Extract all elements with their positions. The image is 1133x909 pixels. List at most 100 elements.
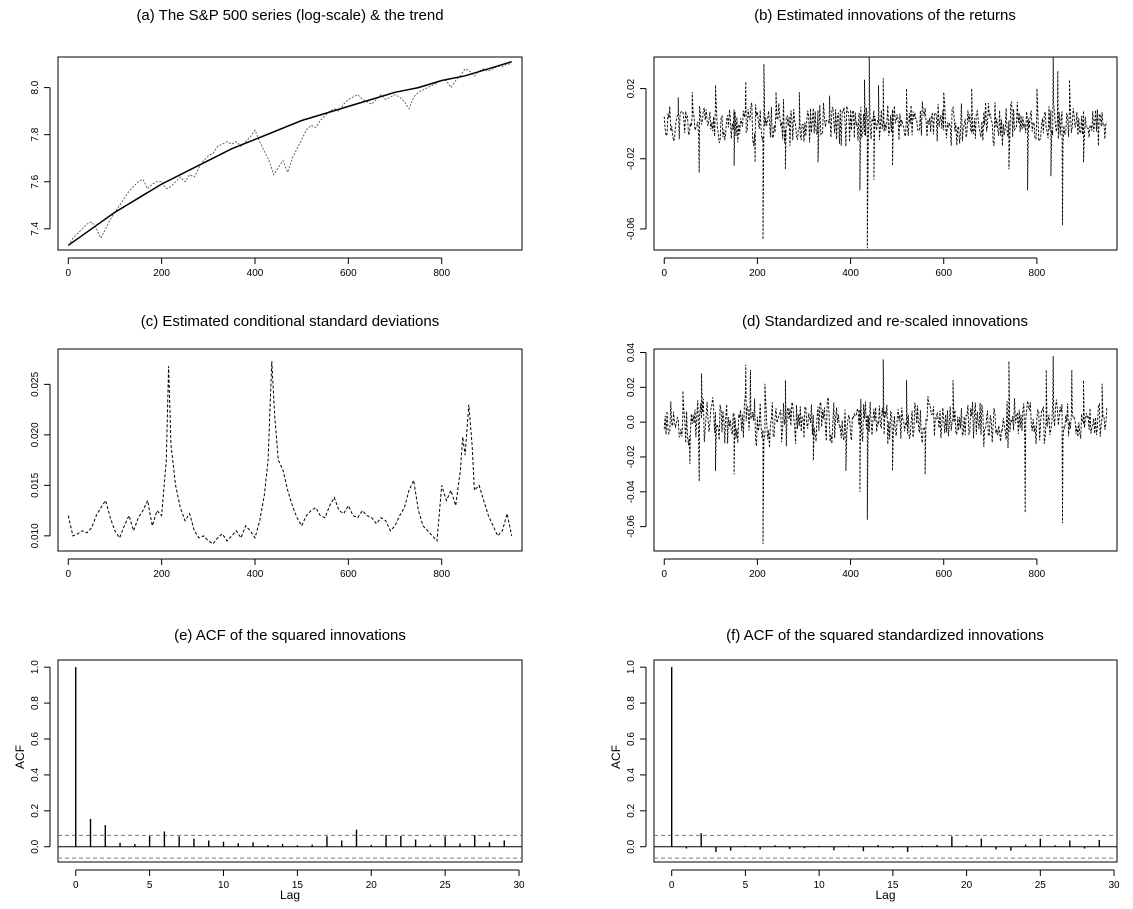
y-tick-label: 0.4 xyxy=(30,768,41,782)
plot-area xyxy=(58,667,522,859)
plot-frame xyxy=(57,659,523,863)
y-axis-label: ACF xyxy=(609,745,623,769)
x-tick-label: 400 xyxy=(842,268,859,279)
plot-area xyxy=(67,361,513,545)
chart-panel-e: (e) ACF of the squared innovations 0 5 10 15… xyxy=(13,627,525,902)
y-tick-label: -0.06 xyxy=(626,217,637,240)
y-tick-label: 0.020 xyxy=(30,422,41,447)
series-line-1 xyxy=(663,355,1108,545)
y-axis: 7.4 7.6 7.8 8.0 xyxy=(30,80,51,236)
x-axis: 0 5 10 15 20 25 30 xyxy=(73,869,525,891)
y-tick-label: 0.04 xyxy=(626,342,637,362)
y-tick-label: -0.02 xyxy=(626,445,637,468)
x-tick-label: 0 xyxy=(661,268,667,279)
x-tick-label: 5 xyxy=(743,880,749,891)
plot-area xyxy=(663,355,1108,545)
y-tick-label: 0.025 xyxy=(30,371,41,396)
series-line-1 xyxy=(67,63,512,246)
x-tick-label: 600 xyxy=(935,268,952,279)
x-axis-label: Lag xyxy=(280,888,300,902)
x-tick-label: 800 xyxy=(1029,569,1046,580)
plot-frame xyxy=(57,56,523,251)
y-tick-label: 8.0 xyxy=(30,80,41,94)
chart-panel-d: (d) Standardized and re-scaled innovatio… xyxy=(626,313,1118,580)
x-tick-label: 15 xyxy=(887,880,899,891)
y-tick-label: 0.0 xyxy=(626,839,637,853)
x-axis: 0 200 400 600 800 xyxy=(65,558,450,580)
chart-panel-f: (f) ACF of the squared standardized inno… xyxy=(609,627,1120,902)
y-tick-label: 7.4 xyxy=(30,221,41,235)
x-tick-label: 600 xyxy=(340,569,357,580)
series-line-1 xyxy=(67,361,513,545)
y-tick-label: -0.06 xyxy=(626,515,637,538)
x-tick-label: 0 xyxy=(669,880,675,891)
y-tick-label: 0.010 xyxy=(30,523,41,548)
x-tick-label: 0 xyxy=(65,268,71,279)
x-tick-label: 400 xyxy=(842,569,859,580)
series-line-1 xyxy=(663,57,1108,249)
y-tick-label: 1.0 xyxy=(30,660,41,674)
plot-frame xyxy=(57,348,523,552)
x-tick-label: 0 xyxy=(73,880,79,891)
plot-frame xyxy=(653,56,1118,251)
chart-title: (b) Estimated innovations of the returns xyxy=(754,7,1016,24)
y-axis: -0.06 -0.04 -0.02 0.0 0.02 0.04 xyxy=(626,342,647,538)
y-tick-label: 0.0 xyxy=(626,415,637,429)
y-tick-label: 0.0 xyxy=(30,839,41,853)
chart-title: (c) Estimated conditional standard devia… xyxy=(141,313,440,330)
x-tick-label: 10 xyxy=(814,880,826,891)
chart-panel-c: (c) Estimated conditional standard devia… xyxy=(30,313,523,580)
plot-area xyxy=(67,60,512,246)
x-tick-label: 25 xyxy=(440,880,452,891)
y-tick-label: 0.4 xyxy=(626,768,637,782)
chart-title: (a) The S&P 500 series (log-scale) & the… xyxy=(136,7,443,24)
plot-area xyxy=(663,57,1108,249)
y-tick-label: 0.6 xyxy=(626,732,637,746)
y-tick-label: -0.04 xyxy=(626,480,637,503)
x-tick-label: 800 xyxy=(433,268,450,279)
y-axis: 0.010 0.015 0.020 0.025 xyxy=(30,371,51,548)
x-axis: 0 200 400 600 800 xyxy=(661,257,1046,279)
y-tick-label: 0.2 xyxy=(30,803,41,817)
chart-title: (f) ACF of the squared standardized inno… xyxy=(726,627,1044,644)
y-tick-label: 0.02 xyxy=(626,377,637,397)
plot-area xyxy=(654,667,1117,859)
y-axis: 0.0 0.2 0.4 0.6 0.8 1.0 xyxy=(30,660,51,854)
x-tick-label: 10 xyxy=(218,880,230,891)
x-axis-label: Lag xyxy=(875,888,895,902)
y-tick-label: 0.2 xyxy=(626,803,637,817)
x-tick-label: 400 xyxy=(247,268,264,279)
y-axis: -0.06 -0.02 0.02 xyxy=(626,78,647,240)
y-tick-label: 0.6 xyxy=(30,732,41,746)
y-tick-label: -0.02 xyxy=(626,147,637,170)
y-tick-label: 7.8 xyxy=(30,127,41,141)
x-tick-label: 30 xyxy=(513,880,525,891)
x-tick-label: 0 xyxy=(65,569,71,580)
x-tick-label: 200 xyxy=(749,268,766,279)
y-tick-label: 0.8 xyxy=(626,696,637,710)
x-axis: 0 200 400 600 800 xyxy=(661,558,1046,580)
y-tick-label: 7.6 xyxy=(30,174,41,188)
x-tick-label: 600 xyxy=(935,569,952,580)
x-tick-label: 5 xyxy=(147,880,153,891)
y-tick-label: 0.8 xyxy=(30,696,41,710)
x-tick-label: 200 xyxy=(153,268,170,279)
x-tick-label: 20 xyxy=(366,880,378,891)
plot-frame xyxy=(653,348,1118,552)
x-axis: 0 200 400 600 800 xyxy=(65,257,450,279)
x-tick-label: 800 xyxy=(1029,268,1046,279)
x-tick-label: 800 xyxy=(433,569,450,580)
y-tick-label: 0.015 xyxy=(30,472,41,497)
x-tick-label: 200 xyxy=(153,569,170,580)
plot-frame xyxy=(653,659,1118,863)
chart-title: (d) Standardized and re-scaled innovatio… xyxy=(742,313,1028,330)
series-line-2 xyxy=(67,60,512,246)
y-tick-label: 0.02 xyxy=(626,78,637,98)
y-axis-label: ACF xyxy=(13,745,27,769)
x-tick-label: 0 xyxy=(661,569,667,580)
chart-panel-b: (b) Estimated innovations of the returns… xyxy=(626,7,1118,279)
chart-panel-a: (a) The S&P 500 series (log-scale) & the… xyxy=(30,7,523,279)
y-axis: 0.0 0.2 0.4 0.6 0.8 1.0 xyxy=(626,660,647,854)
x-tick-label: 200 xyxy=(749,569,766,580)
y-tick-label: 1.0 xyxy=(626,660,637,674)
